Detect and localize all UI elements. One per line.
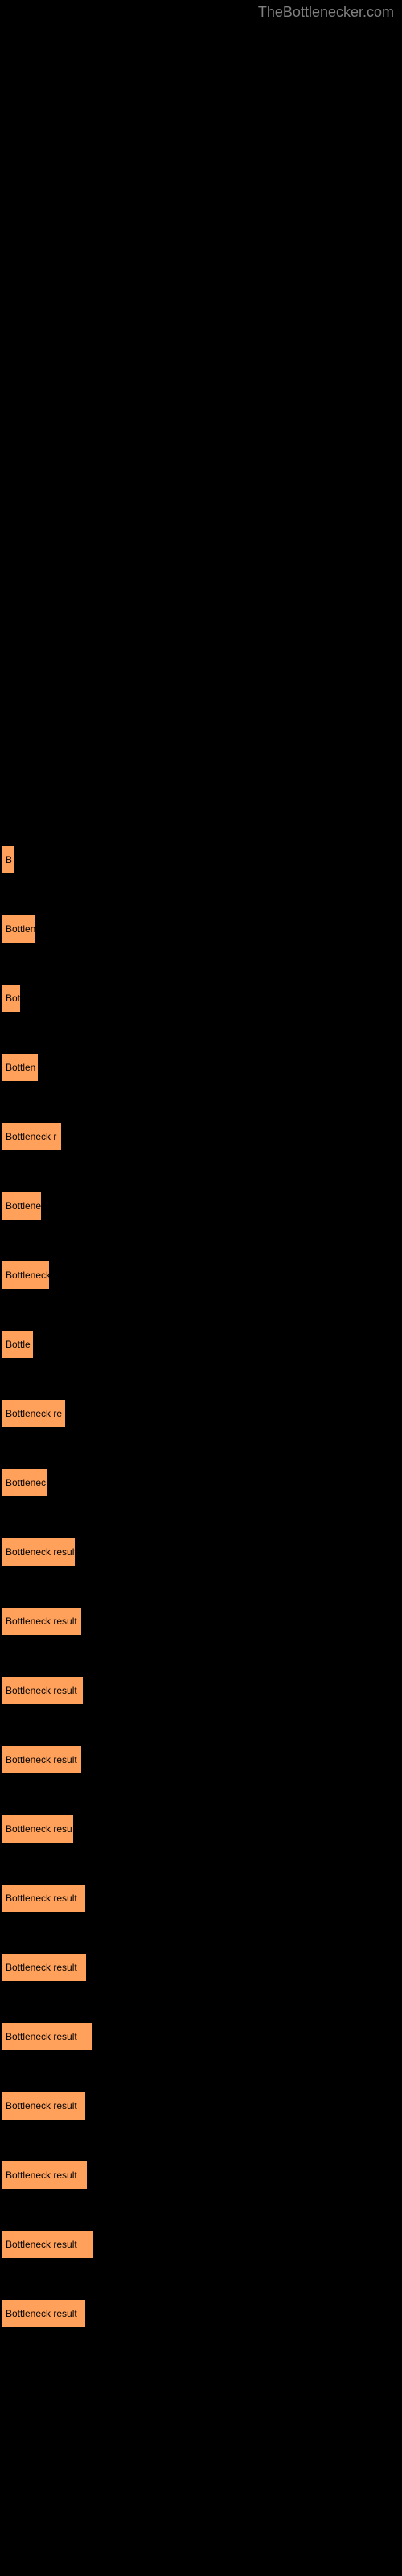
bar: Bottleneck r (2, 1122, 62, 1151)
bar: Bottleneck result (2, 2022, 92, 2051)
bar: Bottleneck result (2, 1676, 84, 1705)
bar: Bottlen (2, 1053, 39, 1082)
bar-row: Bottleneck result (2, 1745, 402, 1774)
bar-row: Bottleneck result (2, 2091, 402, 2120)
bar-label: Bottleneck re (6, 1408, 62, 1419)
bar-label: Bottleneck result (6, 2239, 77, 2250)
bar: Bottleneck result (2, 1953, 87, 1982)
bar-label: Bottleneck r (6, 1131, 56, 1142)
bar: Bottleneck result (2, 2230, 94, 2259)
bar-label: B (6, 854, 12, 865)
bar: Bottleneck (2, 1261, 50, 1290)
bar-row: Bottleneck result (2, 2022, 402, 2051)
bar-label: Bottleneck result (6, 2169, 77, 2181)
bar: Bot (2, 984, 21, 1013)
bar-row: Bottleneck re (2, 1399, 402, 1428)
bar-row: Bottleneck result (2, 2299, 402, 2328)
bar: Bottlenec (2, 1468, 48, 1497)
bar-label: Bottleneck result (6, 1962, 77, 1973)
bar: Bottleneck result (2, 1607, 82, 1636)
bar-label: Bottlen (6, 923, 35, 935)
bar: Bottleneck result (2, 2161, 88, 2190)
bar: Bottleneck result (2, 2299, 86, 2328)
bar-label: Bottlen (6, 1062, 35, 1073)
bar-row: Bottleneck result (2, 1538, 402, 1567)
bar-label: Bottleneck (6, 1269, 50, 1281)
bar: Bottleneck result (2, 1538, 76, 1567)
bar-label: Bottleneck result (6, 1754, 77, 1765)
bar-label: Bottleneck result (6, 2308, 77, 2319)
bar-row: Bottleneck result (2, 1676, 402, 1705)
bar: Bottle (2, 1330, 34, 1359)
bar-row: Bottleneck result (2, 1884, 402, 1913)
bar-label: Bottleneck result (6, 2100, 77, 2112)
bar: Bottleneck result (2, 2091, 86, 2120)
bar-row: Bottlene (2, 1191, 402, 1220)
bar-label: Bottleneck result (6, 1546, 76, 1558)
bar-row: Bottleneck result (2, 2161, 402, 2190)
bar: Bottlen (2, 914, 35, 943)
bar-row: Bottleneck (2, 1261, 402, 1290)
bar-row: Bottle (2, 1330, 402, 1359)
bar-label: Bottleneck result (6, 1616, 77, 1627)
bar-label: Bottleneck resu (6, 1823, 72, 1835)
bar-row: B (2, 845, 402, 874)
bar-label: Bot (6, 993, 20, 1004)
bar-label: Bottleneck result (6, 2031, 77, 2042)
bar-row: Bottleneck result (2, 2230, 402, 2259)
bar: Bottleneck re (2, 1399, 66, 1428)
bar-label: Bottlenec (6, 1477, 46, 1488)
bar-label: Bottleneck result (6, 1685, 77, 1696)
bar: Bottleneck result (2, 1745, 82, 1774)
watermark-text: TheBottlenecker.com (258, 4, 394, 21)
bar: B (2, 845, 14, 874)
bar-row: Bottlen (2, 914, 402, 943)
bar: Bottleneck resu (2, 1814, 74, 1843)
bar-row: Bottleneck result (2, 1953, 402, 1982)
bar-row: Bottlen (2, 1053, 402, 1082)
bar-label: Bottle (6, 1339, 31, 1350)
bar-label: Bottlene (6, 1200, 41, 1212)
bar-row: Bot (2, 984, 402, 1013)
bar: Bottleneck result (2, 1884, 86, 1913)
bar-row: Bottleneck result (2, 1607, 402, 1636)
bar-label: Bottleneck result (6, 1893, 77, 1904)
bar-chart: B Bottlen Bot Bottlen Bottleneck r Bottlene Bo… (0, 0, 402, 2328)
bar-row: Bottlenec (2, 1468, 402, 1497)
bar-row: Bottleneck resu (2, 1814, 402, 1843)
bar-row: Bottleneck r (2, 1122, 402, 1151)
bar: Bottlene (2, 1191, 42, 1220)
